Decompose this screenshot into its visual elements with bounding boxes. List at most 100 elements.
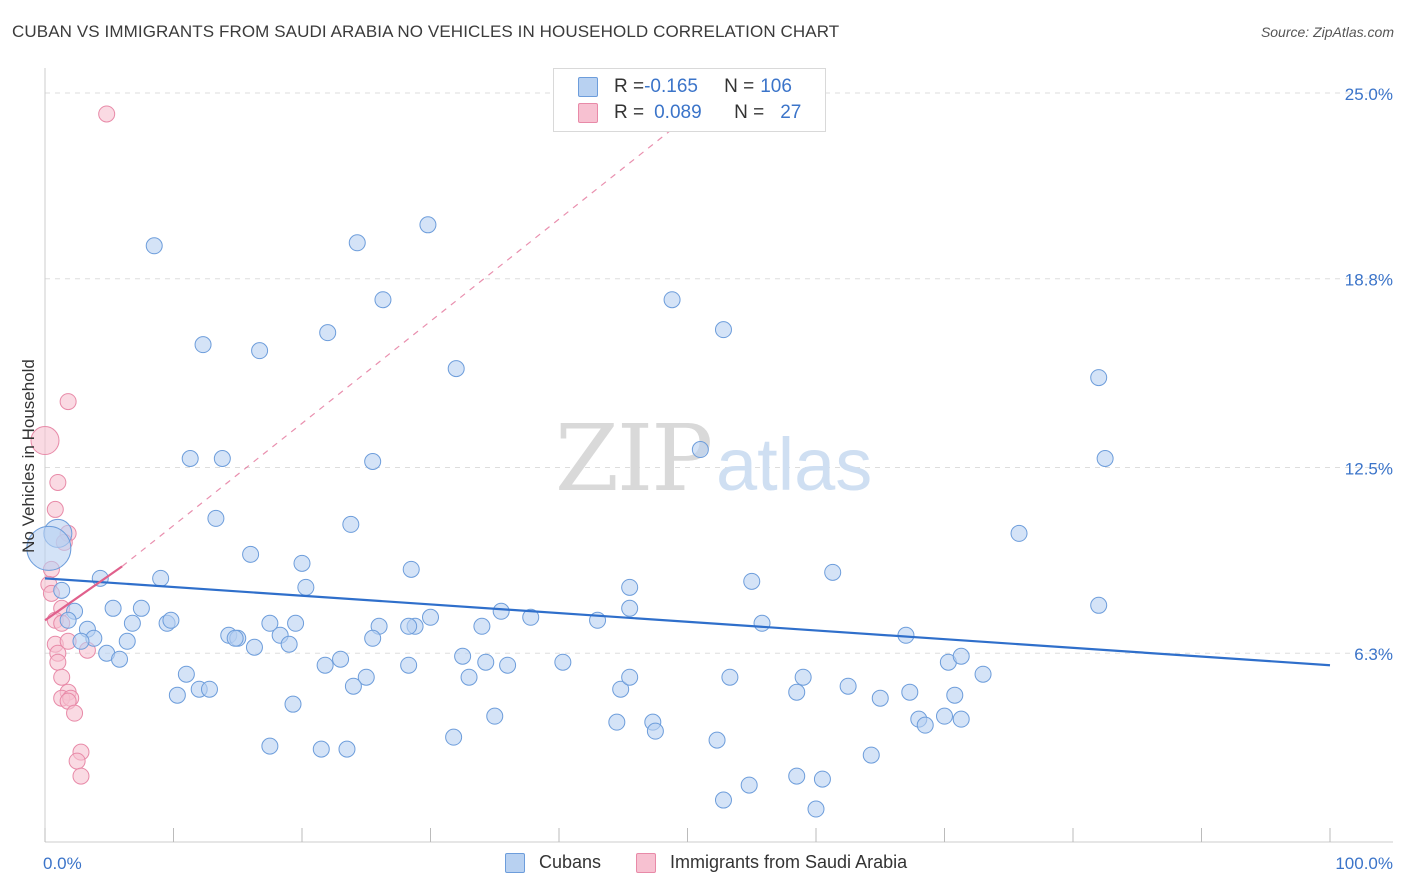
cuban-point bbox=[59, 611, 77, 629]
cuban-point bbox=[936, 707, 953, 725]
saudi-point bbox=[49, 473, 67, 491]
cuban-point bbox=[824, 563, 842, 581]
cuban-point bbox=[53, 581, 71, 599]
cuban-point bbox=[72, 632, 90, 650]
n-value: 106 bbox=[760, 76, 792, 97]
cuban-point bbox=[104, 599, 122, 617]
cuban-point bbox=[111, 650, 129, 668]
saudi-point bbox=[59, 393, 77, 411]
cuban-point bbox=[522, 608, 540, 626]
legend-item-saudi[interactable]: Immigrants from Saudi Arabia bbox=[636, 852, 907, 873]
saudi-swatch-icon bbox=[578, 103, 598, 123]
saudi-point bbox=[68, 752, 86, 770]
cuban-point bbox=[194, 336, 212, 354]
cuban-point bbox=[168, 686, 186, 704]
saudi-point bbox=[49, 653, 67, 671]
saudi-points bbox=[30, 105, 116, 785]
legend-item-cubans[interactable]: Cubans bbox=[505, 852, 601, 873]
y-tick-label: 6.3% bbox=[1354, 645, 1393, 664]
cuban-point bbox=[132, 599, 150, 617]
cuban-point bbox=[213, 450, 231, 468]
cuban-point bbox=[316, 656, 334, 674]
y-tick-label: 18.8% bbox=[1345, 271, 1393, 290]
cuban-point bbox=[280, 635, 298, 653]
cuban-point bbox=[663, 291, 681, 309]
cuban-point bbox=[743, 572, 761, 590]
cuban-point bbox=[348, 234, 366, 252]
cuban-point bbox=[1090, 596, 1108, 614]
saudi-trend-line-extension bbox=[121, 116, 688, 567]
cuban-point bbox=[400, 656, 418, 674]
legend-row-saudi: R = 0.089 N = 27 bbox=[578, 101, 801, 125]
cuban-point bbox=[319, 324, 337, 342]
n-label: N = bbox=[734, 102, 765, 123]
cuban-point bbox=[621, 668, 639, 686]
cuban-point bbox=[486, 707, 504, 725]
cuban-point bbox=[177, 665, 195, 683]
cuban-point bbox=[419, 216, 437, 234]
cuban-point bbox=[554, 653, 572, 671]
n-value: 27 bbox=[780, 102, 802, 123]
cuban-point bbox=[284, 695, 302, 713]
watermark: ZIP atlas bbox=[555, 405, 872, 512]
y-axis-label: No Vehicles in Household bbox=[19, 359, 38, 553]
cuban-point bbox=[839, 677, 857, 695]
r-label: R = bbox=[614, 102, 645, 123]
cuban-point bbox=[1096, 450, 1114, 468]
y-tick-label: 12.5% bbox=[1345, 459, 1393, 478]
cuban-point bbox=[364, 629, 382, 647]
r-value: 0.089 bbox=[654, 102, 702, 123]
saudi-point bbox=[53, 668, 71, 686]
n-label: N = bbox=[724, 76, 755, 97]
cuban-point bbox=[862, 746, 880, 764]
saudi-point bbox=[46, 500, 64, 518]
cuban-points bbox=[26, 216, 1114, 818]
cuban-point bbox=[297, 578, 315, 596]
cuban-point bbox=[422, 608, 439, 626]
saudi-point bbox=[30, 426, 60, 456]
saudi-swatch-icon bbox=[636, 852, 656, 873]
cuban-point bbox=[251, 342, 269, 360]
cuban-point bbox=[952, 647, 970, 665]
cuban-point bbox=[338, 740, 356, 758]
cuban-point bbox=[145, 237, 163, 255]
legend-label-saudi: Immigrants from Saudi Arabia bbox=[670, 852, 908, 872]
cuban-point bbox=[492, 602, 510, 620]
cuban-point bbox=[460, 668, 478, 686]
cuban-point bbox=[200, 680, 218, 698]
cuban-point bbox=[916, 716, 934, 734]
cuban-point bbox=[974, 665, 992, 683]
cuban-point bbox=[344, 677, 362, 695]
trend-lines bbox=[44, 116, 1331, 667]
cuban-point bbox=[123, 614, 141, 632]
cuban-point bbox=[207, 509, 225, 527]
watermark-atlas: atlas bbox=[716, 423, 872, 506]
cuban-point bbox=[813, 770, 831, 788]
cuban-point bbox=[608, 713, 626, 731]
cuban-point bbox=[118, 632, 136, 650]
cuban-point bbox=[454, 647, 472, 665]
cuban-point bbox=[181, 450, 199, 468]
cuban-point bbox=[445, 728, 463, 746]
cuban-point bbox=[402, 560, 420, 578]
cuban-point bbox=[226, 629, 244, 647]
cuban-point bbox=[400, 617, 418, 635]
cuban-point bbox=[714, 791, 732, 809]
cuban-point bbox=[312, 740, 330, 758]
cuban-point bbox=[242, 545, 260, 563]
cuban-point bbox=[332, 650, 350, 668]
cuban-point bbox=[753, 614, 771, 632]
watermark-zip: ZIP bbox=[555, 405, 711, 512]
cuban-point bbox=[621, 599, 639, 617]
r-value: -0.165 bbox=[644, 76, 698, 97]
saudi-point bbox=[98, 105, 116, 123]
series-legend: Cubans Immigrants from Saudi Arabia bbox=[0, 852, 1406, 876]
chart-title: CUBAN VS IMMIGRANTS FROM SAUDI ARABIA NO… bbox=[12, 22, 840, 41]
cuban-point bbox=[447, 360, 465, 378]
cuban-point bbox=[612, 680, 630, 698]
cuban-point bbox=[1010, 524, 1028, 542]
cuban-trend-line bbox=[44, 577, 1331, 667]
cuban-swatch-icon bbox=[505, 852, 525, 873]
cuban-point bbox=[708, 731, 726, 749]
legend-row-cubans: R = -0.165 N = 106 bbox=[578, 75, 792, 99]
